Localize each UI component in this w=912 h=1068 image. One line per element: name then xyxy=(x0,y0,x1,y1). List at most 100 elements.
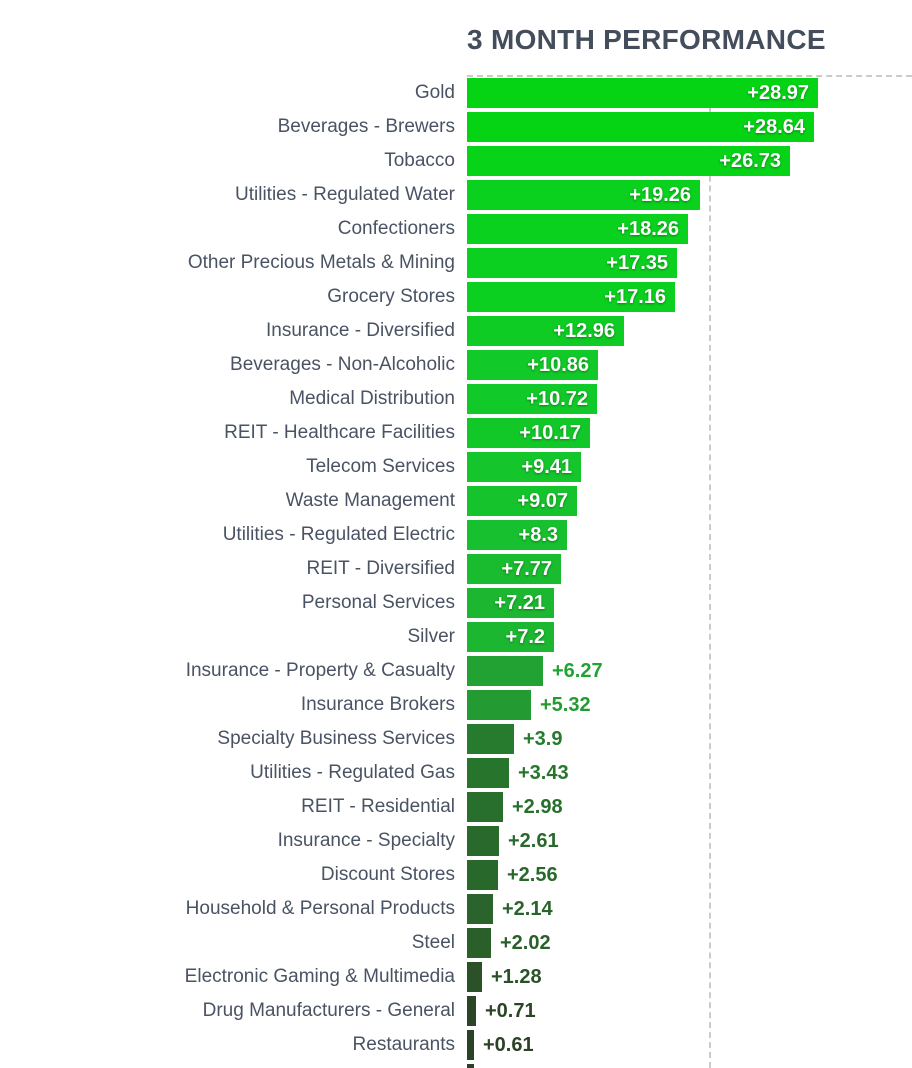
row-label[interactable]: REIT - Diversified xyxy=(306,558,455,579)
row-label[interactable]: Utilities - Regulated Electric xyxy=(222,524,455,545)
chart-row: Medical Distribution +10.72 xyxy=(0,384,912,414)
bar-value: +10.72 xyxy=(526,388,588,410)
rows: Gold +28.97 Beverages - Brewers +28.64 T… xyxy=(0,78,912,1068)
bar[interactable] xyxy=(467,588,554,618)
bar-value: +12.96 xyxy=(553,320,615,342)
row-label[interactable]: REIT - Residential xyxy=(301,796,455,817)
bar-value: +0.61 xyxy=(483,1034,534,1056)
bar-area: +2.61 xyxy=(467,826,912,856)
chart-row: Other Precious Metals & Mining +17.35 xyxy=(0,248,912,278)
chart-row: Silver +7.2 xyxy=(0,622,912,652)
bar-area: +2.14 xyxy=(467,894,912,924)
bar-area: +17.16 xyxy=(467,282,912,312)
bar[interactable] xyxy=(467,826,499,856)
row-label[interactable]: Drug Manufacturers - General xyxy=(202,1000,455,1021)
chart-row: Tobacco +26.73 xyxy=(0,146,912,176)
bar-area: +2.98 xyxy=(467,792,912,822)
bar[interactable] xyxy=(467,724,514,754)
bar-area: +3.43 xyxy=(467,758,912,788)
bar[interactable] xyxy=(467,860,498,890)
row-label[interactable]: REIT - Healthcare Facilities xyxy=(224,422,455,443)
bar[interactable] xyxy=(467,78,818,108)
bar-area: +26.73 xyxy=(467,146,912,176)
chart-row: Waste Management +9.07 xyxy=(0,486,912,516)
bar[interactable] xyxy=(467,316,624,346)
chart-row: Insurance Brokers +5.32 xyxy=(0,690,912,720)
bar-area: +7.21 xyxy=(467,588,912,618)
row-label[interactable]: Medical Distribution xyxy=(289,388,455,409)
bar[interactable] xyxy=(467,486,577,516)
bar-value: +5.32 xyxy=(540,694,591,716)
chart-row: REIT - Residential +2.98 xyxy=(0,792,912,822)
bar-area: +19.26 xyxy=(467,180,912,210)
bar-value: +2.02 xyxy=(500,932,551,954)
bar-value: +17.35 xyxy=(606,252,668,274)
bar-area: +10.72 xyxy=(467,384,912,414)
chart-row: REIT - Diversified +7.77 xyxy=(0,554,912,584)
chart-row: Steel +2.02 xyxy=(0,928,912,958)
bar-area: +0.71 xyxy=(467,996,912,1026)
row-label[interactable]: Personal Services xyxy=(301,592,455,613)
bar[interactable] xyxy=(467,282,675,312)
bar-value: +10.86 xyxy=(527,354,589,376)
chart-row: Beverages - Brewers +28.64 xyxy=(0,112,912,142)
bar[interactable] xyxy=(467,350,598,380)
row-label[interactable]: Utilities - Regulated Gas xyxy=(250,762,455,783)
row-label[interactable]: Steel xyxy=(411,932,455,953)
bar-area: +9.07 xyxy=(467,486,912,516)
row-label[interactable]: Electronic Gaming & Multimedia xyxy=(184,966,455,987)
row-label[interactable]: Insurance - Property & Casualty xyxy=(185,660,455,681)
row-label[interactable]: Waste Management xyxy=(285,490,455,511)
bar[interactable] xyxy=(467,214,688,244)
row-label[interactable]: Insurance - Specialty xyxy=(277,830,455,851)
bar-area: +7.2 xyxy=(467,622,912,652)
bar[interactable] xyxy=(467,418,590,448)
bar[interactable] xyxy=(467,554,561,584)
bar[interactable] xyxy=(467,792,503,822)
bar[interactable] xyxy=(467,758,509,788)
bar-area: +7.77 xyxy=(467,554,912,584)
row-label[interactable]: Other Precious Metals & Mining xyxy=(187,252,455,273)
row-label[interactable]: Specialty Business Services xyxy=(217,728,455,749)
bar[interactable] xyxy=(467,622,554,652)
row-label[interactable]: Insurance Brokers xyxy=(300,694,455,715)
bar-area: +18.26 xyxy=(467,214,912,244)
row-label[interactable]: Insurance - Diversified xyxy=(265,320,455,341)
row-label[interactable]: Gold xyxy=(414,82,455,103)
bar[interactable] xyxy=(467,180,700,210)
bar[interactable] xyxy=(467,656,543,686)
row-label[interactable]: Household & Personal Products xyxy=(185,898,455,919)
chart-top-dashed-border xyxy=(467,75,912,77)
row-label[interactable]: Telecom Services xyxy=(306,456,455,477)
row-label[interactable]: Restaurants xyxy=(352,1034,455,1055)
row-label[interactable]: Confectioners xyxy=(337,218,455,239)
row-label[interactable]: Beverages - Non-Alcoholic xyxy=(230,354,455,375)
bar[interactable] xyxy=(467,996,476,1026)
bar-value: +7.21 xyxy=(494,592,545,614)
row-label[interactable]: Silver xyxy=(407,626,455,647)
bar[interactable] xyxy=(467,384,597,414)
row-label[interactable]: Beverages - Brewers xyxy=(277,116,455,137)
bar[interactable] xyxy=(467,894,493,924)
bar[interactable] xyxy=(467,928,491,958)
bar-area xyxy=(467,1064,912,1068)
row-label[interactable]: Utilities - Regulated Water xyxy=(235,184,455,205)
chart-row: Insurance - Diversified +12.96 xyxy=(0,316,912,346)
bar[interactable] xyxy=(467,146,790,176)
bar[interactable] xyxy=(467,690,531,720)
bar[interactable] xyxy=(467,248,677,278)
row-label[interactable]: Tobacco xyxy=(384,150,455,171)
row-label[interactable]: Grocery Stores xyxy=(327,286,455,307)
bar[interactable] xyxy=(467,520,567,550)
bar[interactable] xyxy=(467,962,482,992)
bar-value: +8.3 xyxy=(518,524,558,546)
bar[interactable] xyxy=(467,1030,474,1060)
clipped-bar[interactable] xyxy=(467,1064,474,1068)
bar[interactable] xyxy=(467,112,814,142)
chart-row: Utilities - Regulated Water +19.26 xyxy=(0,180,912,210)
bar-value: +3.43 xyxy=(518,762,569,784)
row-label[interactable]: Discount Stores xyxy=(320,864,455,885)
bar[interactable] xyxy=(467,452,581,482)
bar-area: +10.86 xyxy=(467,350,912,380)
